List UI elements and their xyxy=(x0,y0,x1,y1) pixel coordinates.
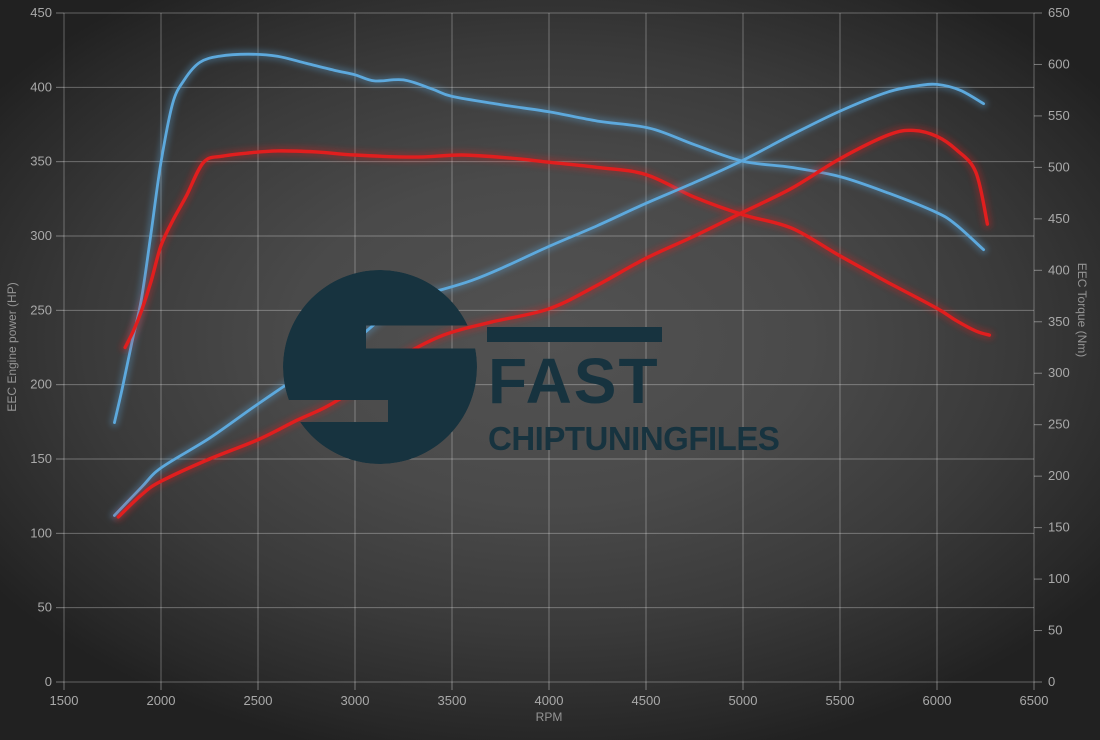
y-left-tick-label: 50 xyxy=(38,600,52,615)
y-right-tick-label: 100 xyxy=(1048,571,1070,586)
x-tick-label: 1500 xyxy=(50,693,79,708)
y-left-axis-title: EEC Engine power (HP) xyxy=(5,282,19,411)
x-tick-label: 4500 xyxy=(632,693,661,708)
curve-red_power xyxy=(116,128,990,519)
y-left-tick-label: 450 xyxy=(30,5,52,20)
x-tick-label: 3500 xyxy=(438,693,467,708)
y-right-tick-label: 300 xyxy=(1048,365,1070,380)
x-tick-label: 2500 xyxy=(244,693,273,708)
curve-blue_power xyxy=(113,82,985,517)
watermark-s-circle-icon xyxy=(283,270,477,464)
y-left-tick-label: 350 xyxy=(30,154,52,169)
y-left-tick-label: 0 xyxy=(45,674,52,689)
y-left-tick-label: 150 xyxy=(30,451,52,466)
x-tick-label: 5500 xyxy=(826,693,855,708)
y-right-tick-label: 50 xyxy=(1048,623,1062,638)
x-tick-label: 6500 xyxy=(1020,693,1049,708)
y-right-tick-label: 450 xyxy=(1048,211,1070,226)
y-left-tick-label: 100 xyxy=(30,525,52,540)
x-tick-label: 3000 xyxy=(341,693,370,708)
y-left-tick-label: 250 xyxy=(30,302,52,317)
watermark-bar xyxy=(487,327,662,342)
y-right-tick-label: 350 xyxy=(1048,314,1070,329)
dyno-curves xyxy=(110,49,995,522)
x-tick-label: 5000 xyxy=(729,693,758,708)
y-right-tick-label: 600 xyxy=(1048,56,1070,71)
y-right-axis-title: EEC Torque (Nm) xyxy=(1075,263,1089,357)
y-left-tick-label: 300 xyxy=(30,228,52,243)
x-tick-label: 6000 xyxy=(923,693,952,708)
x-axis-title: RPM xyxy=(536,710,563,724)
watermark-line1: FAST xyxy=(488,345,660,417)
axis-ticks xyxy=(56,12,1042,690)
y-left-tick-label: 200 xyxy=(30,377,52,392)
curve-blue_torque xyxy=(113,52,985,425)
y-right-tick-label: 250 xyxy=(1048,417,1070,432)
watermark-line2: CHIPTUNINGFILES xyxy=(488,420,779,457)
y-right-tick-label: 0 xyxy=(1048,674,1055,689)
y-right-tick-label: 200 xyxy=(1048,468,1070,483)
curve-red_torque xyxy=(123,149,992,350)
y-left-tick-label: 400 xyxy=(30,79,52,94)
y-right-tick-label: 150 xyxy=(1048,520,1070,535)
y-right-tick-label: 400 xyxy=(1048,262,1070,277)
y-right-tick-label: 500 xyxy=(1048,159,1070,174)
y-right-tick-label: 550 xyxy=(1048,108,1070,123)
axis-tick-labels: 1500 2000 2500 3000 3500 4000 4500 5000 5500 6000… xyxy=(30,5,1069,708)
x-tick-label: 2000 xyxy=(147,693,176,708)
x-tick-label: 4000 xyxy=(535,693,564,708)
y-right-tick-label: 650 xyxy=(1048,5,1070,20)
axis-titles: RPM EEC Engine power (HP) EEC Torque (Nm) xyxy=(5,263,1089,724)
